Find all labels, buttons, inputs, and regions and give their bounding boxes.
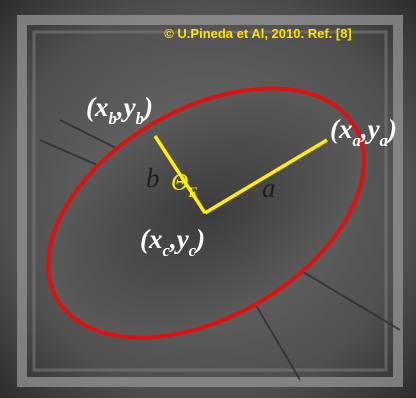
label-subscript: b — [136, 109, 144, 128]
label-part: ,y — [360, 114, 381, 144]
label-part: ,y — [116, 92, 137, 122]
label-part: ,y — [169, 224, 190, 254]
label-part: a — [262, 173, 276, 203]
credit: © U.Pineda et Al, 2010. Ref. [8] — [164, 26, 352, 41]
major-axis-label: a — [262, 173, 276, 203]
label-part: b — [146, 163, 160, 193]
label-part: (x — [140, 224, 163, 254]
annotated-photo: © U.Pineda et Al, 2010. Ref. [8] (xb,yb)… — [0, 0, 416, 398]
label-subscript: b — [109, 109, 117, 128]
minor-axis-label: b — [146, 163, 160, 193]
label-subscript: E — [187, 185, 197, 201]
label-part: (x — [330, 114, 353, 144]
label-part: Θ — [171, 170, 188, 196]
label-subscript: a — [353, 131, 361, 150]
label-part: (x — [86, 92, 109, 122]
page: © U.Pineda et Al, 2010. Ref. [8] (xb,yb)… — [0, 0, 416, 398]
label-subscript: a — [380, 131, 388, 150]
